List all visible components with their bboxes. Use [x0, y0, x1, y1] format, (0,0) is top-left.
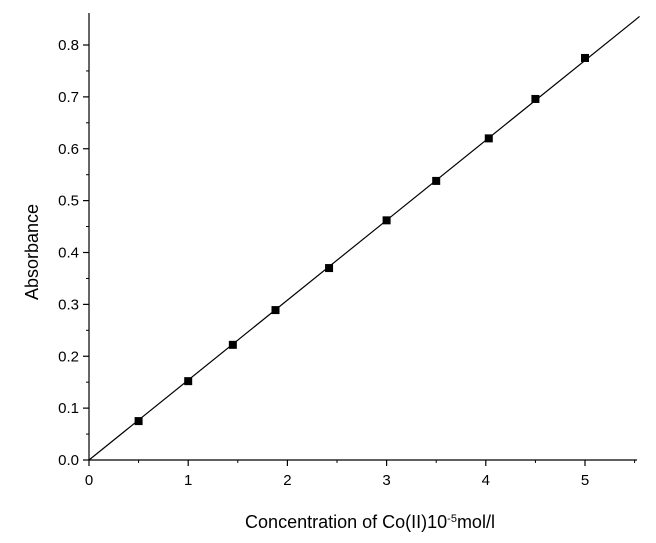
x-axis-title: Concentration of Co(II)10-5mol/l: [245, 512, 495, 532]
data-point: [432, 176, 441, 185]
data-point: [581, 53, 589, 62]
x-tick-label: 3: [382, 472, 390, 489]
y-axis-title: Absorbance: [22, 204, 42, 300]
data-point: [134, 417, 143, 426]
x-tick-label: 0: [85, 472, 93, 489]
x-tick-label: 5: [581, 472, 589, 489]
x-axis-title-main: Concentration of Co(II)10: [245, 512, 447, 532]
y-tick-label: 0.7: [58, 89, 79, 106]
x-axis-ticks: 0 1 2 3 4 5: [85, 460, 636, 489]
y-tick-label: 0.6: [58, 141, 79, 158]
data-point: [531, 94, 540, 103]
data-point: [228, 340, 237, 349]
x-tick-label: 1: [184, 472, 192, 489]
data-point: [271, 306, 280, 315]
x-axis-title-superscript: -5: [447, 513, 457, 525]
fit-line: [88, 16, 640, 461]
plot-area: [88, 16, 640, 461]
y-tick-label: 0.1: [58, 400, 79, 417]
y-tick-label: 0.2: [58, 348, 79, 365]
y-tick-label: 0.5: [58, 193, 79, 210]
data-point: [184, 377, 193, 386]
data-point: [382, 216, 391, 225]
y-tick-label: 0.0: [58, 452, 79, 469]
x-axis-title-suffix: mol/l: [457, 512, 495, 532]
y-tick-label: 0.4: [58, 245, 79, 262]
x-tick-label: 4: [482, 472, 490, 489]
data-point: [325, 264, 334, 273]
y-tick-label: 0.3: [58, 296, 79, 313]
y-tick-label: 0.8: [58, 37, 79, 54]
data-point: [484, 134, 493, 143]
y-axis-ticks: 0.0 0.1 0.2 0.3 0.4 0.5 0.6 0.7 0.8: [58, 37, 89, 469]
x-tick-label: 2: [283, 472, 291, 489]
